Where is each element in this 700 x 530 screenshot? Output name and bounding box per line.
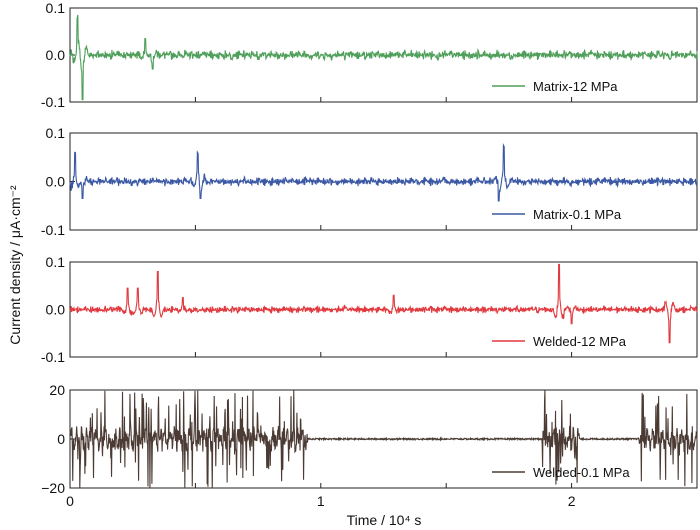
legend-entry: Welded-12 MPa: [533, 334, 627, 349]
legend-entry: Matrix-12 MPa: [533, 79, 618, 94]
y-tick-label: 0.1: [46, 0, 66, 16]
y-tick-label: -0.1: [41, 94, 65, 110]
x-axis-label: Time / 10⁴ s: [347, 512, 422, 528]
y-tick-label: −20: [41, 480, 65, 496]
legend-entry: Welded-0.1 MPa: [533, 465, 630, 480]
y-axis-label: Current density / μA·cm⁻²: [7, 185, 23, 345]
y-tick-label: 0: [57, 431, 65, 447]
series-line: [69, 143, 698, 202]
y-tick-label: 0.0: [46, 302, 66, 318]
y-tick-label: 0.1: [46, 254, 66, 270]
series-line: [69, 14, 698, 101]
chart-panel: 0.1 0.0 -0.1 Matrix-12 MPa: [41, 0, 698, 110]
y-tick-label: -0.1: [41, 349, 65, 365]
x-tick-label: 1: [317, 493, 325, 509]
y-tick-label: 0.0: [46, 174, 66, 190]
series-line: [69, 390, 698, 488]
y-tick-label: -0.1: [41, 222, 65, 238]
series-line: [69, 263, 698, 344]
chart-panel: 0.1 0.0 -0.1 Matrix-0.1 MPa: [41, 125, 698, 238]
y-tick-label: 0.1: [46, 125, 66, 141]
chart-panel: 20 0 −20 Welded-0.1 MPa: [41, 382, 698, 496]
legend-entry: Matrix-0.1 MPa: [533, 207, 622, 222]
x-tick-label: 0: [66, 493, 74, 509]
chart-panel: 0.1 0.0 -0.1 Welded-12 MPa: [41, 254, 698, 365]
y-tick-label: 20: [49, 382, 65, 398]
x-tick-label: 2: [568, 493, 576, 509]
y-tick-label: 0.0: [46, 47, 66, 63]
